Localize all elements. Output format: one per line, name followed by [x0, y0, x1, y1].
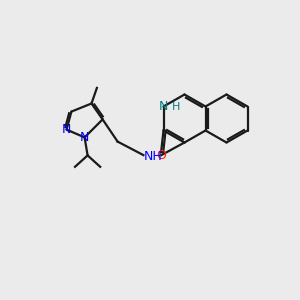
Text: N: N — [159, 100, 168, 113]
Text: NH: NH — [144, 150, 162, 163]
Text: O: O — [156, 149, 166, 163]
Text: H: H — [172, 101, 180, 112]
Text: N: N — [80, 131, 89, 144]
Text: N: N — [62, 123, 71, 136]
